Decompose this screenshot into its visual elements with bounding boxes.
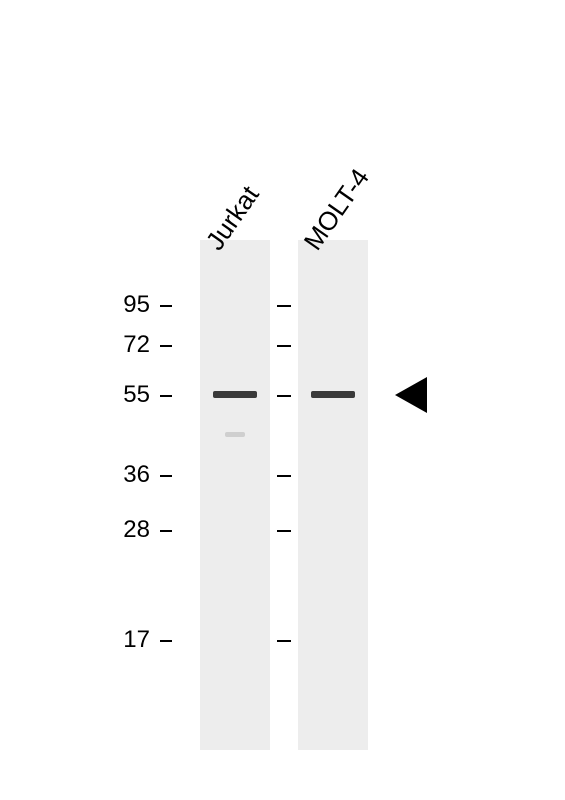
band-faint [225, 432, 245, 437]
band [311, 391, 355, 398]
mw-label: 17 [100, 626, 150, 654]
mw-tick [160, 530, 172, 532]
mw-label: 55 [100, 381, 150, 409]
mw-midtick [277, 305, 291, 307]
mw-tick [160, 395, 172, 397]
mw-label: 28 [100, 516, 150, 544]
target-band-arrow [395, 377, 427, 413]
mw-label: 95 [100, 291, 150, 319]
band [213, 391, 257, 398]
lane-jurkat [200, 240, 270, 750]
mw-midtick [277, 640, 291, 642]
mw-midtick [277, 345, 291, 347]
mw-tick [160, 305, 172, 307]
mw-tick [160, 345, 172, 347]
mw-midtick [277, 395, 291, 397]
mw-label: 36 [100, 461, 150, 489]
mw-midtick [277, 530, 291, 532]
mw-tick [160, 640, 172, 642]
mw-midtick [277, 475, 291, 477]
mw-tick [160, 475, 172, 477]
mw-label: 72 [100, 331, 150, 359]
lane-molt4 [298, 240, 368, 750]
blot-canvas: Jurkat MOLT-4 957255362817 [0, 0, 565, 800]
